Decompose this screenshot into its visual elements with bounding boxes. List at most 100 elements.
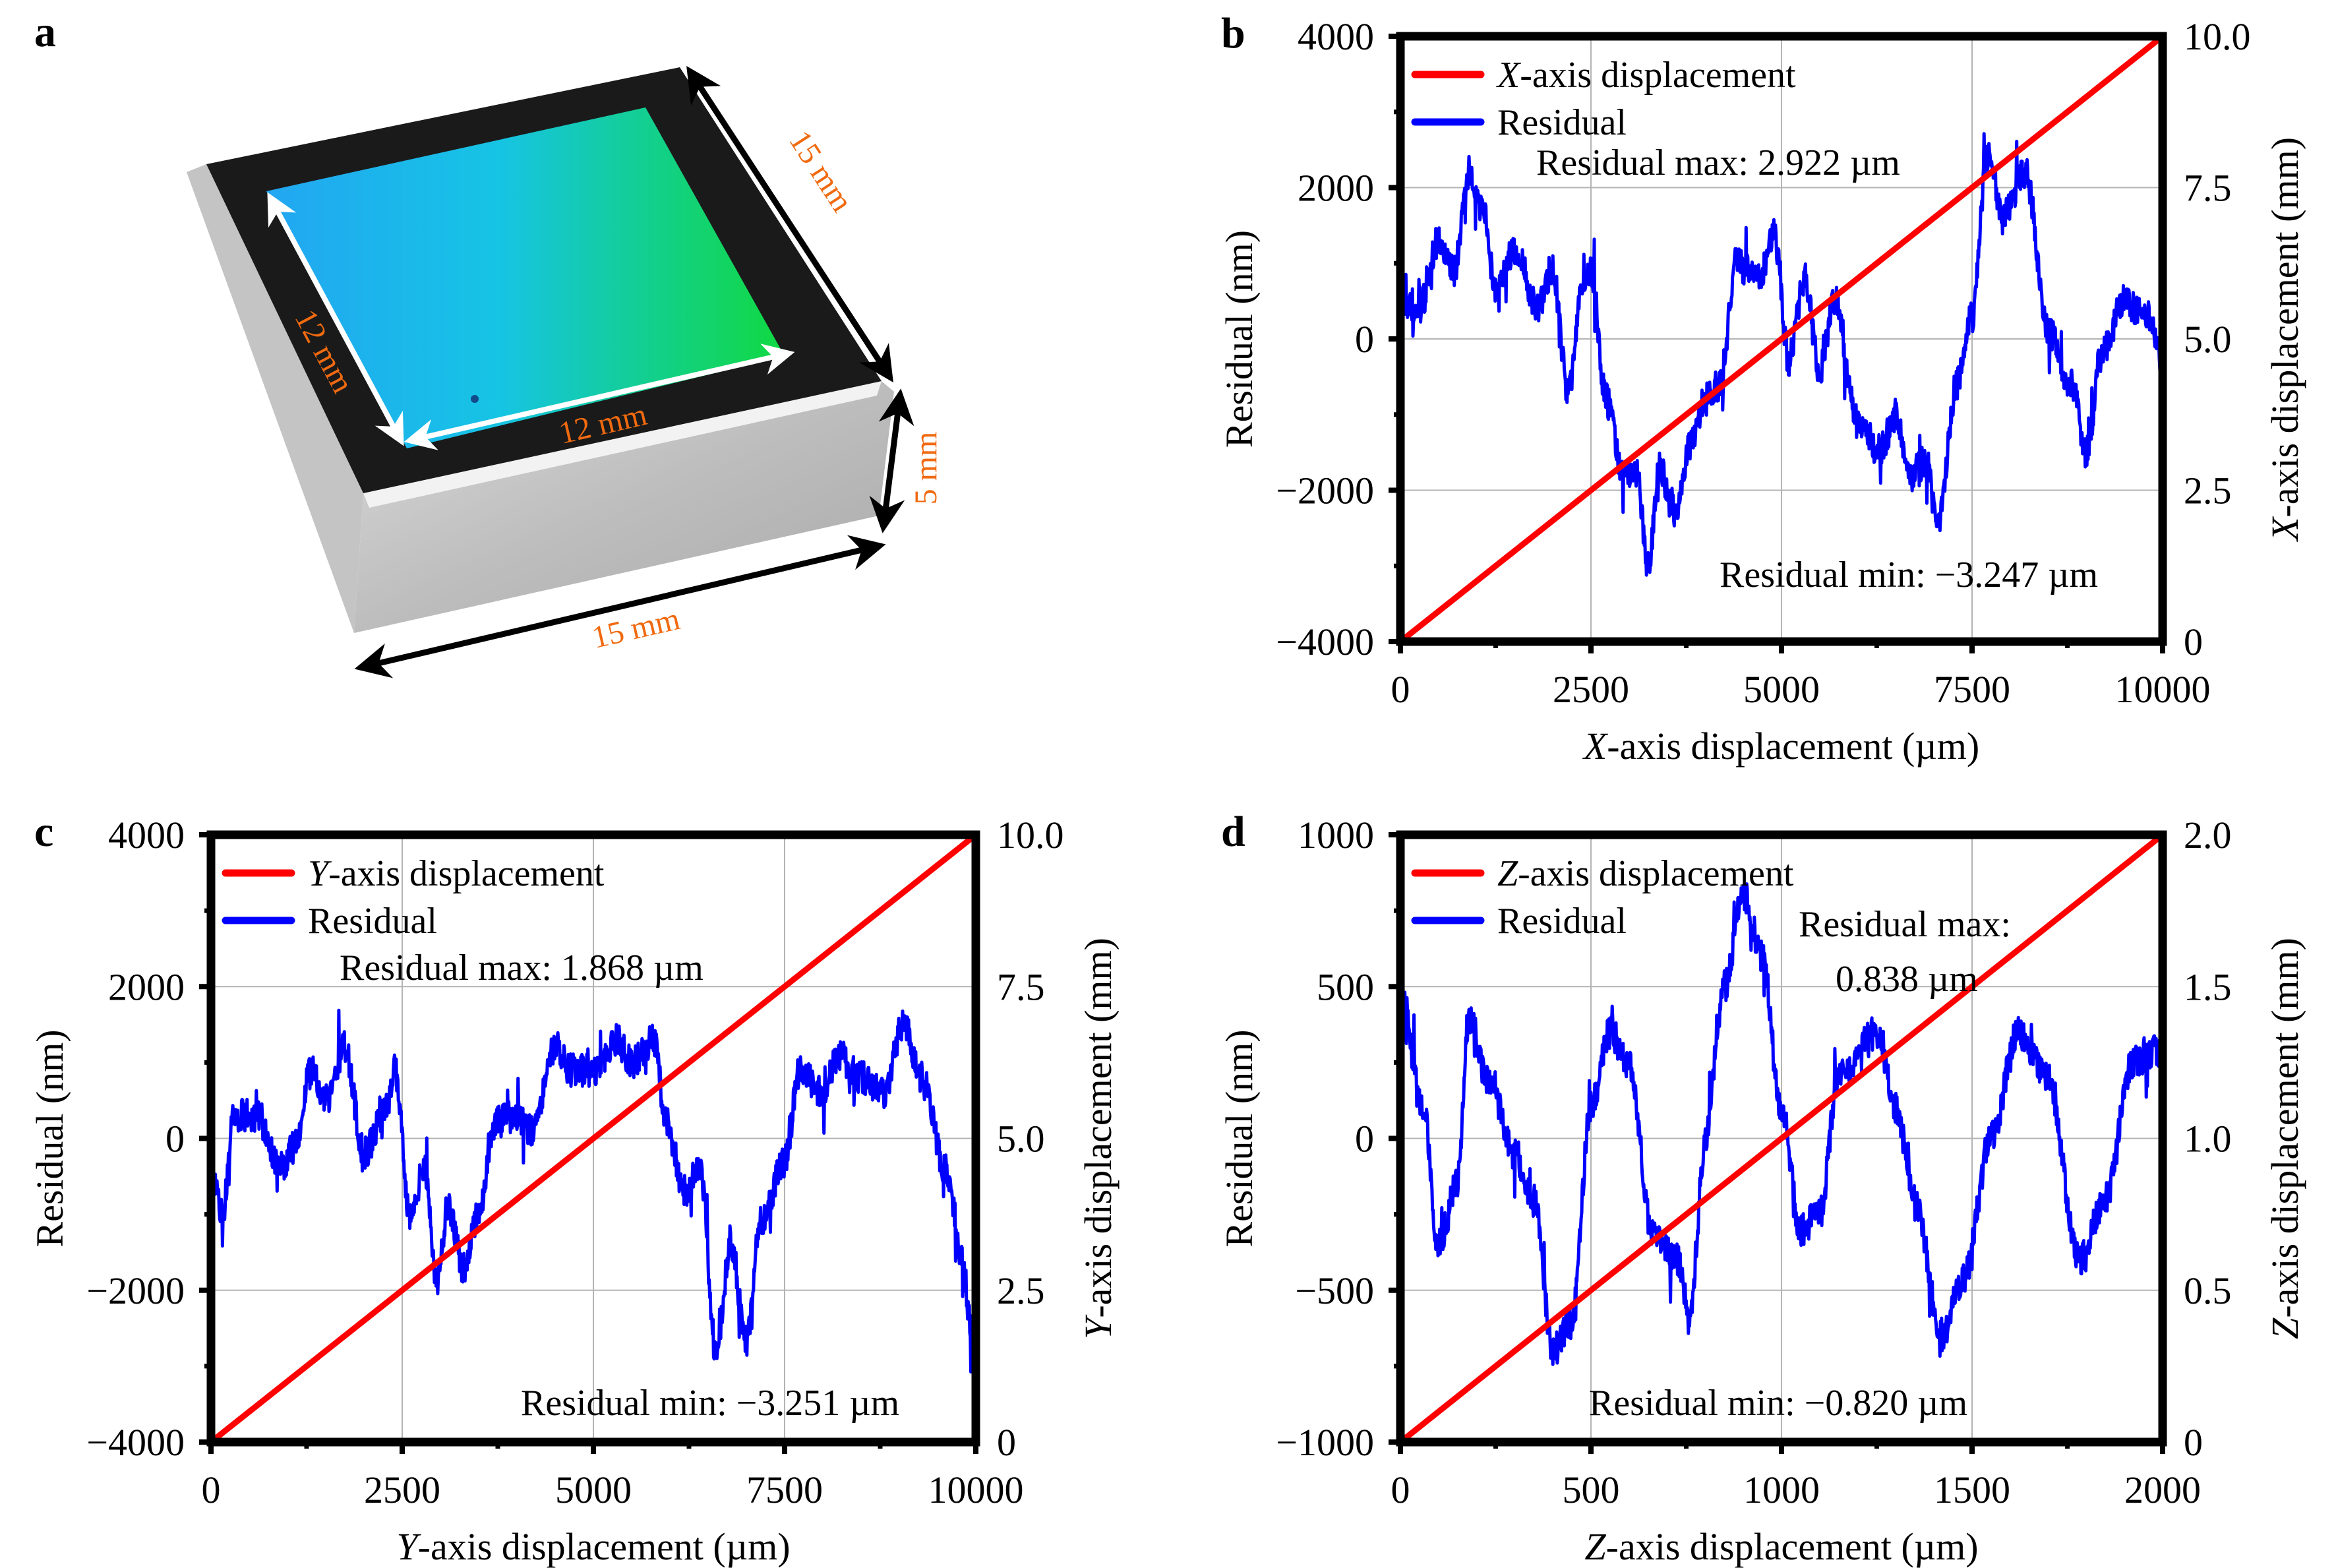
- x-tick-label: 2500: [1553, 668, 1629, 711]
- y2-axis-title: Y-axis displacement (mm): [1077, 938, 1120, 1339]
- y2-tick-label: 2.0: [2184, 814, 2232, 857]
- x-axis-title: Z-axis displacement (µm): [1584, 1525, 1978, 1568]
- x-tick-label: 0: [1391, 1468, 1410, 1511]
- legend-label-rest: Residual: [1497, 901, 1627, 942]
- legend-label-var: Y: [308, 853, 332, 894]
- y-tick-label: 0: [1355, 318, 1374, 361]
- x-axis-title-rest: -axis displacement (µm): [418, 1525, 791, 1568]
- y2-tick-label: 10.0: [997, 814, 1064, 857]
- y2-tick-label: 10.0: [2184, 15, 2251, 58]
- outer-top-arrow: [686, 65, 893, 383]
- x-axis-title-var: Y: [396, 1525, 421, 1568]
- x-axis-title-var: X: [1582, 725, 1609, 768]
- y2-tick-label: 1.5: [2184, 965, 2232, 1008]
- panel-label-d: d: [1221, 808, 1245, 856]
- y2-axis-title: Z-axis displacement (mm): [2263, 938, 2306, 1339]
- x-tick-label: 1000: [1743, 1468, 1820, 1511]
- annotation-residual-min: Residual min: −3.247 µm: [1720, 555, 2098, 595]
- panel-label-a: a: [34, 8, 56, 56]
- x-tick-label: 7500: [1934, 668, 2010, 711]
- x-tick-label: 500: [1563, 1468, 1620, 1511]
- y-tick-label: −4000: [86, 1421, 185, 1464]
- y2-axis-title-rest: -axis displacement (mm): [2263, 938, 2306, 1318]
- y-tick-label: −1000: [1276, 1421, 1374, 1464]
- y-tick-label: −2000: [1276, 469, 1374, 512]
- outer-bottom-arrow: [354, 535, 886, 678]
- legend-label-displacement: X-axis displacement: [1496, 55, 1796, 96]
- annotation-residual-max: Residual max: 1.868 µm: [340, 948, 704, 988]
- y2-tick-label: 0: [997, 1421, 1016, 1464]
- y2-tick-label: 1.0: [2184, 1118, 2232, 1161]
- legend-label-var: X: [1496, 55, 1522, 96]
- x-axis-title-var: Z: [1584, 1525, 1606, 1568]
- panel-a: a 15 mm 5 mm 15 mm 12 mm 12 mm: [34, 8, 943, 678]
- y2-axis-title: X-axis displacement (mm): [2263, 137, 2306, 542]
- y2-tick-label: 5.0: [997, 1118, 1045, 1161]
- legend-label-rest: -axis displacement: [328, 853, 605, 894]
- y-tick-label: −500: [1295, 1269, 1374, 1312]
- legend-label-rest: Residual: [308, 901, 437, 942]
- x-axis-title: X-axis displacement (µm): [1582, 725, 1979, 768]
- grating-spot: [471, 395, 479, 403]
- height-arrow: [869, 388, 914, 533]
- y2-axis-title-rest: -axis displacement (mm): [1077, 938, 1120, 1318]
- y2-axis-title-rest: -axis displacement (mm): [2263, 137, 2306, 518]
- y-axis-title: Residual (nm): [28, 1029, 71, 1247]
- y-tick-label: 4000: [108, 814, 185, 857]
- y-axis-title: Residual (nm): [1218, 1029, 1261, 1247]
- panel-b-chart: b 0 2500 5000 7500 10000 4000 2000 0 −2000 −4000 10…: [1218, 9, 2306, 768]
- annotation-residual-max-value: 0.838 µm: [1836, 959, 1978, 1000]
- y-tick-label: 2000: [108, 965, 185, 1008]
- dim-label-height: 5 mm: [909, 432, 943, 505]
- y2-axis-title-var: Z: [2263, 1317, 2306, 1339]
- legend-label-rest: Residual: [1497, 102, 1627, 143]
- y2-axis-title-var: Y: [1077, 1314, 1120, 1339]
- displacement-line: [208, 831, 979, 1445]
- legend-label-displacement: Z-axis displacement: [1497, 853, 1794, 894]
- y2-tick-label: 5.0: [2184, 318, 2232, 361]
- legend-label-residual: Residual: [1497, 102, 1627, 143]
- y-tick-label: 0: [165, 1118, 185, 1161]
- y2-tick-label: 0: [2184, 620, 2203, 663]
- annotation-residual-max: Residual max:: [1799, 904, 2011, 945]
- residual-line: [211, 1008, 976, 1381]
- displacement-line: [1397, 831, 2166, 1445]
- y-tick-label: 500: [1317, 965, 1374, 1008]
- panel-label-b: b: [1221, 9, 1245, 57]
- x-tick-label: 0: [1391, 668, 1410, 711]
- legend-label-rest: -axis displacement: [1518, 853, 1794, 894]
- y-tick-label: 1000: [1298, 814, 1374, 857]
- y-tick-label: −4000: [1276, 620, 1374, 663]
- legend-label-rest: -axis displacement: [1520, 55, 1796, 96]
- dim-label-outer-top: 15 mm: [782, 125, 860, 218]
- annotation-residual-max: Residual max: 2.922 µm: [1536, 142, 1900, 183]
- annotation-residual-min: Residual min: −0.820 µm: [1589, 1383, 1967, 1424]
- y-tick-label: 4000: [1298, 15, 1374, 58]
- x-tick-label: 5000: [555, 1468, 632, 1511]
- y2-axis-title-var: X: [2263, 516, 2306, 542]
- x-axis-title-rest: -axis displacement (µm): [1607, 725, 1979, 768]
- y2-tick-label: 2.5: [2184, 469, 2232, 512]
- legend-label-displacement: Y-axis displacement: [308, 853, 605, 894]
- annotation-residual-min: Residual min: −3.251 µm: [521, 1383, 899, 1424]
- x-tick-label: 1500: [1934, 1468, 2010, 1511]
- x-tick-label: 7500: [746, 1468, 823, 1511]
- panel-d-chart: d 0 500 1000 1500 2000 1000 500 0 −500 −1000 2.0 1.5…: [1218, 808, 2306, 1568]
- x-axis-title: Y-axis displacement (µm): [396, 1525, 790, 1568]
- legend-label-residual: Residual: [308, 901, 437, 942]
- x-tick-label: 2500: [364, 1468, 440, 1511]
- legend-label-residual: Residual: [1497, 901, 1627, 942]
- panel-label-c: c: [34, 808, 53, 856]
- y2-tick-label: 7.5: [2184, 167, 2232, 210]
- y2-tick-label: 0: [2184, 1421, 2203, 1464]
- y-tick-label: 0: [1355, 1118, 1374, 1161]
- legend-label-var: Z: [1497, 853, 1518, 894]
- x-tick-label: 10000: [2115, 668, 2211, 711]
- inner-left-arrow: [267, 192, 404, 446]
- x-axis-title-rest: -axis displacement (µm): [1606, 1525, 1979, 1568]
- x-tick-label: 2000: [2124, 1468, 2201, 1511]
- y2-tick-label: 2.5: [997, 1269, 1045, 1312]
- x-tick-label: 10000: [928, 1468, 1024, 1511]
- y-axis-title: Residual (nm): [1218, 230, 1261, 448]
- residual-line: [1400, 132, 2163, 577]
